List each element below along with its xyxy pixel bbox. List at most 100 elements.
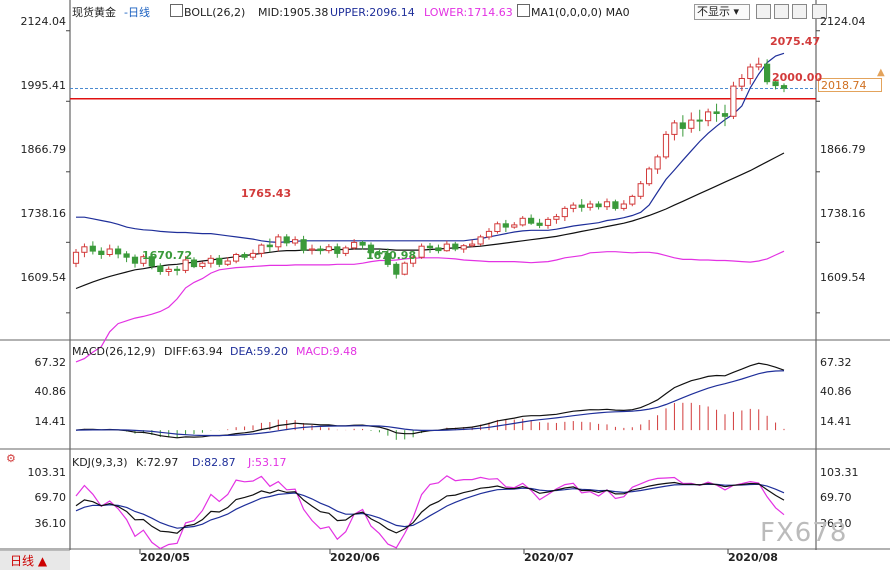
macd-ytick-left: 67.32 [34, 356, 67, 369]
ytick-left: 1738.16 [20, 207, 67, 220]
macd-value-label: MACD:9.48 [296, 345, 358, 358]
boll-upper-label: UPPER:2096.14 [330, 6, 415, 19]
candle-body [266, 244, 273, 248]
candle-body [308, 248, 316, 251]
candle-body [199, 262, 206, 268]
candle-body [553, 216, 560, 220]
macd-dea-label: DEA:59.20 [230, 345, 288, 358]
kdj-settings-icon[interactable]: ⚙ [6, 452, 16, 465]
candle-body [460, 245, 467, 250]
boll-upper-line [76, 52, 785, 244]
candle-body [283, 236, 290, 244]
candle-body [224, 260, 231, 265]
candle-body [89, 245, 96, 252]
ytick-left: 1866.79 [20, 143, 67, 156]
candle-body [485, 230, 493, 238]
candle-body [755, 63, 762, 68]
candle-body [747, 66, 754, 79]
candle-body [494, 223, 501, 233]
annotation-line-2000: 2000.00 [772, 71, 823, 84]
macd-diff-label: DIFF:63.94 [164, 345, 223, 358]
kdj-d-label: D:82.87 [192, 456, 236, 469]
ma-toggle-icon[interactable] [517, 4, 530, 17]
candle-body [730, 85, 737, 117]
candle-body [367, 244, 375, 254]
candle-body [544, 218, 552, 226]
ytick-right: 1609.54 [820, 271, 866, 284]
ytick-right: 1738.16 [820, 207, 866, 220]
period-label[interactable]: -日线 [124, 6, 150, 19]
ma-label: MA1(0,0,0,0) MA0 [531, 6, 630, 19]
candle-body [393, 263, 400, 275]
period-tab[interactable]: 日线 ▲ [0, 550, 70, 570]
candle-body [764, 63, 771, 83]
annotation-high: 2075.47 [770, 35, 821, 48]
candle-body [696, 119, 703, 122]
candle-body [165, 268, 172, 272]
candle-body [477, 236, 484, 245]
candle-body [292, 239, 299, 244]
macd-dea-line [75, 370, 785, 437]
period-tab-label: 日线 [10, 554, 35, 568]
display-dropdown-value: 不显示 [697, 5, 730, 18]
candle-body [426, 245, 434, 249]
xtick-label: 2020/08 [728, 551, 778, 564]
kdj-label: KDJ(9,3,3) [72, 456, 128, 469]
candle-body [469, 243, 476, 247]
candle-body [207, 257, 214, 264]
boll-lower-label: LOWER:1714.63 [424, 6, 513, 19]
candle-body [72, 251, 80, 264]
ytick-right: 2124.04 [820, 15, 866, 28]
candle-body [131, 256, 139, 264]
kdj-k-label: K:72.97 [136, 456, 179, 469]
candle-body [713, 111, 720, 115]
macd-ytick-right: 67.32 [820, 356, 852, 369]
boll-mid-line [75, 152, 785, 290]
candle-body [587, 203, 594, 208]
boll-toggle-icon[interactable] [170, 4, 183, 17]
candle-body [81, 246, 88, 253]
kdj-ytick-right: 36.10 [820, 517, 852, 530]
candle-body [603, 201, 611, 208]
annotation-may-low: 1670.72 [142, 249, 193, 262]
kdj-ytick-left: 103.31 [27, 466, 67, 479]
annotation-june-low: 1670.98 [366, 249, 417, 262]
candle-body [536, 222, 543, 226]
candle-body [738, 78, 745, 87]
candle-body [241, 254, 248, 258]
candle-body [410, 256, 417, 264]
candle-body [249, 252, 257, 258]
kdj-d-line [75, 483, 785, 529]
candle-body [435, 247, 442, 252]
xtick-label: 2020/07 [524, 551, 574, 564]
display-dropdown[interactable]: 不显示 ▾ [694, 4, 750, 20]
candle-body [629, 195, 636, 205]
chart-style-icon[interactable] [774, 4, 789, 19]
candle-body [115, 248, 122, 255]
candle-body [98, 250, 105, 255]
price-arrow-icon: ▲ [877, 67, 885, 78]
candle-body [384, 252, 391, 265]
candle-body [721, 113, 729, 117]
kdj-k-line [75, 481, 785, 534]
current-price-box: 2018.74 [818, 78, 882, 92]
watermark-logo: FX678 [760, 518, 848, 548]
kdj-j-line [75, 475, 785, 550]
candle-body [620, 203, 627, 209]
ytick-left: 2124.04 [20, 15, 67, 28]
ytick-left: 1995.41 [20, 79, 67, 92]
candle-body [528, 217, 535, 224]
candle-body [300, 239, 307, 251]
close-chart-icon[interactable] [812, 4, 827, 19]
candle-body [157, 265, 164, 272]
overlay-icon[interactable] [792, 4, 807, 19]
candle-body [140, 256, 147, 264]
candle-body [317, 248, 324, 252]
macd-ytick-left: 14.41 [34, 415, 67, 428]
grid-settings-icon[interactable] [756, 4, 771, 19]
candle-body [646, 168, 653, 185]
kdj-ytick-left: 36.10 [34, 517, 67, 530]
annotation-may-high: 1765.43 [241, 187, 292, 200]
candle-body [174, 268, 181, 271]
